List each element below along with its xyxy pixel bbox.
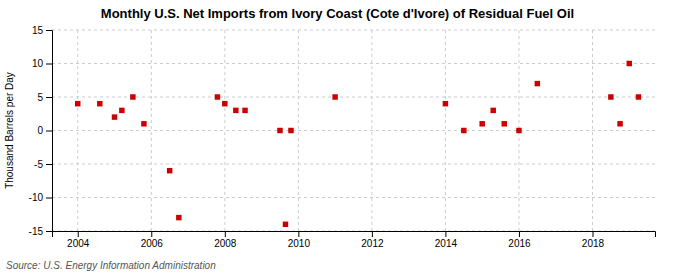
tick-mark [151, 231, 152, 237]
point [617, 121, 622, 126]
point [490, 108, 495, 113]
point [502, 121, 507, 126]
tick-mark [46, 231, 52, 232]
title: Monthly U.S. Net Imports from Ivory Coas… [101, 6, 574, 21]
point [288, 128, 293, 133]
tick: 2008 [214, 231, 237, 249]
tick-mark [519, 231, 520, 237]
tick-mark [46, 131, 52, 132]
point [461, 128, 466, 133]
tick-mark [592, 231, 593, 237]
annotation: Source: U.S. Energy Information Administ… [6, 260, 216, 271]
grid-line [52, 30, 655, 31]
tick-label: -15 [29, 226, 44, 237]
tick: 2018 [582, 231, 605, 249]
grid-line [445, 30, 446, 231]
tick: 2012 [361, 231, 384, 249]
tick: 2016 [508, 231, 531, 249]
grid-line [52, 130, 655, 131]
plot-area: 2004 2006 2008 2010 2012 2014 2016 2018 -15 -10 -5… [29, 25, 656, 249]
tick-label: 2014 [435, 238, 458, 249]
point [97, 101, 102, 106]
grid-line [151, 30, 152, 231]
point [242, 108, 247, 113]
y-axis-label: Thousand Barrels per Day [4, 72, 15, 189]
tick: 0 [37, 125, 52, 136]
grid-line [52, 164, 655, 165]
point [608, 94, 613, 99]
axis-line [46, 31, 53, 232]
tick: 2010 [288, 231, 311, 249]
tick: 2014 [435, 231, 458, 249]
point [215, 94, 220, 99]
grid-line [224, 30, 225, 231]
tick: 5 [37, 92, 52, 103]
axis-line [53, 232, 656, 238]
point [167, 168, 172, 173]
tick-label: 5 [37, 92, 43, 103]
grid-line [52, 197, 655, 198]
points [75, 61, 641, 227]
point [112, 114, 117, 119]
tick-label: 2008 [214, 238, 237, 249]
tick-label: 2016 [508, 238, 531, 249]
tick-label: -10 [29, 192, 44, 203]
tick-label: 2004 [67, 238, 90, 249]
y-axis: -15 -10 -5 0 5 10 15 [29, 25, 53, 237]
point [141, 121, 146, 126]
point [636, 94, 641, 99]
point [222, 101, 227, 106]
point [516, 128, 521, 133]
point [332, 94, 337, 99]
point [443, 101, 448, 106]
grid-line [52, 97, 655, 98]
tick-mark [46, 64, 52, 65]
tick-mark [46, 198, 52, 199]
tick: 15 [32, 25, 52, 36]
point [130, 94, 135, 99]
grid-line [298, 30, 299, 231]
tick: 10 [32, 58, 52, 69]
point [277, 128, 282, 133]
point [233, 108, 238, 113]
grid-line [371, 30, 372, 231]
grid-line [77, 30, 78, 231]
tick-mark [46, 164, 52, 165]
tick-mark [298, 231, 299, 237]
tick-mark [225, 231, 226, 237]
tick-label: 2006 [141, 238, 164, 249]
point [75, 101, 80, 106]
tick-label: 0 [37, 125, 43, 136]
point [627, 61, 632, 66]
point [176, 215, 181, 220]
tick-mark [46, 30, 52, 31]
tick-label: 2018 [582, 238, 605, 249]
tick: 2006 [141, 231, 164, 249]
tick-label: -5 [34, 159, 43, 170]
tick-mark [445, 231, 446, 237]
tick-mark [46, 97, 52, 98]
tick: -5 [34, 159, 52, 170]
tick-label: 2010 [288, 238, 311, 249]
chart: 2004 2006 2008 2010 2012 2014 2016 2018 -15 -10 -5… [0, 0, 675, 275]
point [119, 108, 124, 113]
x-axis: 2004 2006 2008 2010 2012 2014 2016 2018 [53, 231, 656, 249]
tick-mark [78, 231, 79, 237]
tick: -10 [29, 192, 52, 203]
grid-line [592, 30, 593, 231]
point [479, 121, 484, 126]
tick: 2004 [67, 231, 90, 249]
tick-label: 15 [32, 25, 44, 36]
point [535, 81, 540, 86]
tick-mark [372, 231, 373, 237]
grid-line [52, 63, 655, 64]
grid [52, 30, 655, 231]
point [283, 222, 288, 227]
tick: -15 [29, 226, 52, 237]
tick-label: 10 [32, 58, 44, 69]
tick-label: 2012 [361, 238, 384, 249]
